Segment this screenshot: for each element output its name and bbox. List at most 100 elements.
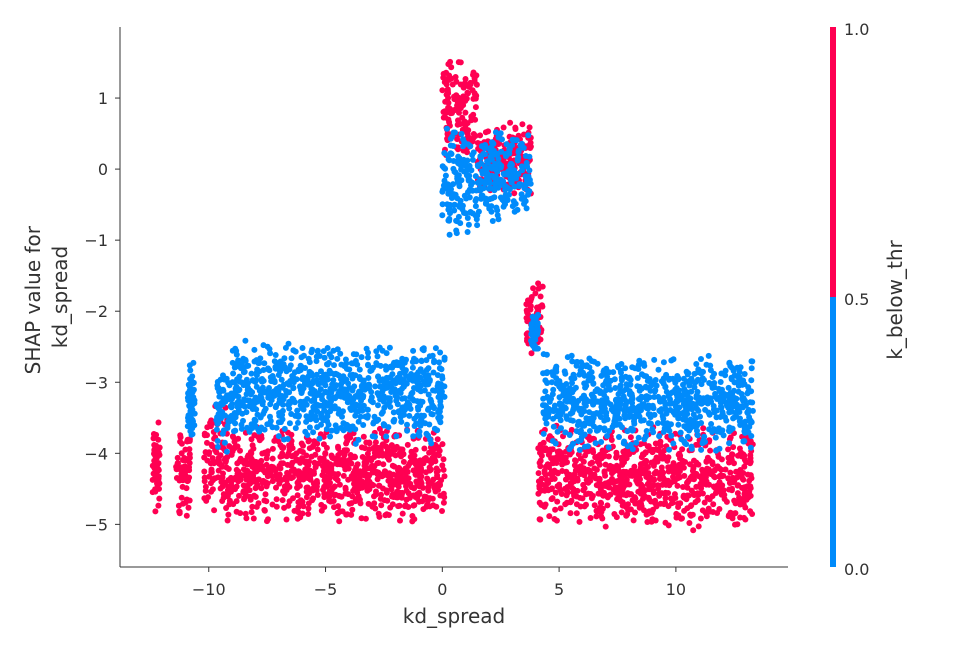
scatter-point (713, 414, 720, 421)
scatter-point (563, 381, 570, 387)
scatter-point (654, 420, 661, 427)
scatter-point (470, 111, 477, 118)
scatter-point (357, 413, 364, 420)
scatter-point (318, 368, 324, 375)
scatter-point (716, 388, 723, 395)
scatter-point (390, 409, 397, 416)
scatter-point (605, 444, 612, 451)
scatter-point (352, 393, 359, 400)
scatter-point (300, 476, 307, 483)
scatter-point (641, 459, 647, 466)
scatter-point (443, 91, 450, 98)
scatter-point (221, 439, 228, 446)
scatter-point (237, 378, 243, 385)
scatter-point (379, 388, 386, 395)
scatter-point (606, 428, 613, 434)
scatter-point (430, 387, 436, 394)
scatter-point (413, 458, 420, 465)
scatter-point (253, 369, 260, 376)
scatter-point (741, 514, 747, 521)
scatter-point (413, 469, 420, 476)
scatter-point (281, 436, 287, 443)
scatter-point (652, 440, 659, 447)
scatter-point (707, 362, 714, 369)
scatter-point (650, 482, 657, 489)
scatter-point (549, 495, 556, 502)
scatter-point (404, 427, 411, 434)
scatter-point (465, 90, 471, 97)
scatter-point (544, 380, 551, 386)
scatter-point (651, 356, 658, 363)
scatter-point (594, 410, 601, 417)
scatter-point (670, 440, 677, 447)
scatter-point (260, 367, 267, 373)
scatter-point (394, 375, 400, 382)
scatter-point (564, 354, 571, 361)
scatter-point (598, 508, 605, 515)
scatter-point (562, 501, 569, 508)
scatter-point (616, 434, 622, 440)
scatter-point (535, 470, 542, 477)
scatter-point (631, 495, 638, 502)
scatter-point (152, 452, 159, 459)
scatter-point (324, 413, 331, 420)
scatter-point (224, 487, 231, 494)
scatter-point (739, 475, 746, 482)
scatter-point (215, 419, 222, 426)
scatter-point (528, 321, 535, 328)
scatter-point (509, 161, 515, 168)
scatter-point (386, 344, 393, 351)
scatter-point (286, 366, 293, 373)
scatter-point (231, 438, 238, 445)
scatter-point (679, 446, 686, 453)
scatter-point (209, 420, 216, 427)
scatter-point (260, 467, 267, 474)
scatter-point (377, 383, 383, 390)
y-tick-label: −3 (84, 373, 108, 392)
scatter-point (684, 433, 691, 440)
scatter-point (373, 360, 380, 367)
scatter-point (353, 351, 360, 358)
scatter-point (579, 432, 586, 439)
scatter-point (558, 405, 565, 412)
scatter-point (316, 402, 323, 409)
scatter-point (425, 406, 431, 413)
scatter-point (649, 516, 656, 523)
scatter-point (661, 447, 667, 454)
scatter-point (176, 508, 183, 515)
scatter-point (310, 429, 317, 436)
scatter-point (515, 154, 522, 161)
scatter-point (397, 390, 404, 396)
scatter-point (291, 399, 298, 406)
scatter-point (496, 160, 503, 167)
scatter-point (342, 356, 349, 363)
scatter-point (326, 401, 333, 408)
scatter-point (639, 401, 646, 408)
scatter-point (673, 403, 680, 410)
scatter-point (618, 509, 625, 516)
scatter-point (681, 423, 688, 430)
scatter-point (243, 487, 249, 494)
scatter-point (279, 450, 286, 457)
scatter-point (615, 363, 621, 369)
scatter-point (267, 401, 274, 408)
scatter-point (586, 428, 593, 434)
scatter-point (640, 470, 647, 477)
scatter-point (586, 437, 593, 443)
scatter-point (537, 441, 544, 448)
scatter-point (557, 505, 564, 512)
scatter-point (675, 512, 682, 519)
scatter-point (305, 505, 312, 512)
scatter-point (525, 174, 532, 181)
scatter-point (731, 387, 737, 394)
scatter-point (666, 446, 673, 453)
scatter-point (282, 392, 289, 399)
scatter-point (392, 362, 399, 368)
scatter-point (149, 476, 156, 483)
scatter-point (354, 361, 361, 368)
scatter-point (556, 394, 563, 401)
scatter-point (215, 405, 222, 412)
scatter-point (747, 438, 754, 445)
scatter-point (574, 477, 581, 484)
scatter-point (439, 188, 446, 195)
